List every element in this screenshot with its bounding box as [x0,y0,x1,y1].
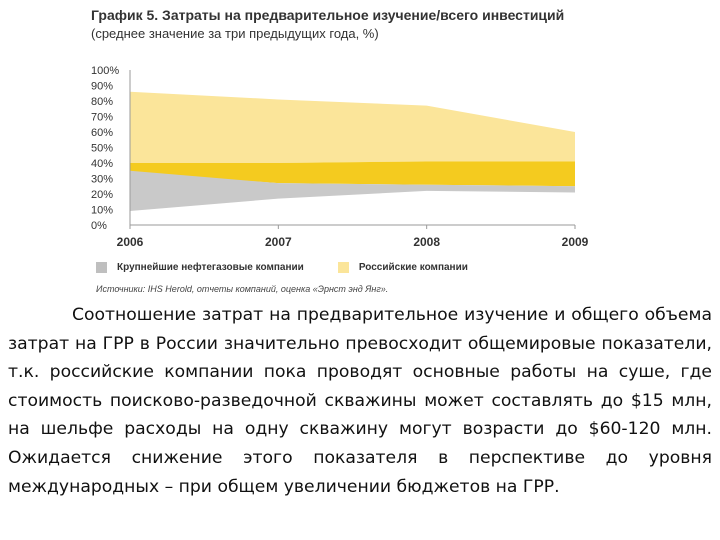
chart-subtitle: (среднее значение за три предыдущих года… [91,26,379,41]
x-tick-label: 2008 [413,235,440,249]
source-note: Источники: IHS Herold, отчеты компаний, … [96,284,389,294]
legend-item-major-companies: Крупнейшие нефтегазовые компании [96,262,304,273]
y-tick-label: 40% [91,158,113,170]
body-text: Соотношение затрат на предварительное из… [8,301,712,501]
chart-title: График 5. Затраты на предварительное изу… [91,7,565,23]
y-tick-label: 90% [91,81,113,93]
y-tick-label: 30% [91,174,113,186]
legend-swatch-yellow [337,262,349,273]
y-tick-label: 80% [91,96,113,108]
legend-item-russian-companies: Российские компании [337,262,468,273]
x-tick-label: 2006 [117,235,144,249]
x-tick-label: 2009 [562,235,589,249]
y-tick-label: 50% [91,143,113,155]
y-tick-label: 0% [91,220,107,232]
area-chart: 100% 90% 80% 70% 60% 50% 40% 30% 20% 10% 0% 2006 200… [91,65,589,249]
legend-swatch-gray [96,262,107,273]
legend-label-russian-companies: Российские компании [358,262,468,273]
body-paragraph: Соотношение затрат на предварительное из… [8,305,712,497]
y-tick-label: 100% [91,65,119,77]
legend-label-major-companies: Крупнейшие нефтегазовые компании [117,262,304,273]
y-tick-label: 20% [91,189,113,201]
x-tick-label: 2007 [265,235,292,249]
y-tick-label: 70% [91,112,113,124]
y-tick-label: 60% [91,127,113,139]
area-band-lower [130,170,575,212]
y-tick-label: 10% [91,205,113,217]
area-band-upper [130,91,575,163]
legend: Крупнейшие нефтегазовые компании Российс… [96,262,468,273]
